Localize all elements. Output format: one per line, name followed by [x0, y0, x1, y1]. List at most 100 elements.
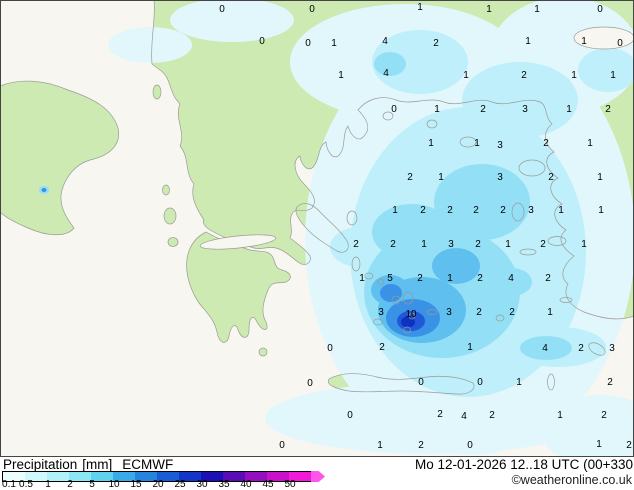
legend-datetime: Mo 12-01-2026 12..18 UTC (00+330 — [414, 457, 633, 472]
grid-value: 2 — [605, 104, 611, 115]
grid-value: 1 — [463, 70, 469, 81]
grid-value: 2 — [379, 342, 385, 353]
grid-value: 1 — [534, 4, 540, 15]
land-peloponnese — [186, 232, 291, 343]
scale-segment — [25, 472, 47, 481]
grid-value: 1 — [486, 4, 492, 15]
grid-value: 2 — [509, 307, 515, 318]
scale-label: 25 — [174, 479, 186, 490]
scale-segment — [113, 472, 135, 481]
grid-value: 3 — [378, 307, 384, 318]
grid-value: 2 — [480, 104, 486, 115]
legend-copyright: ©weatheronline.co.uk — [511, 473, 632, 487]
grid-value: 2 — [578, 343, 584, 354]
grid-value: 1 — [359, 273, 365, 284]
grid-value: 0 — [597, 4, 603, 15]
grid-value: 1 — [516, 377, 522, 388]
legend-unit: [mm] — [82, 457, 113, 472]
scale-label: 1 — [45, 479, 51, 490]
grid-value: 1 — [417, 2, 423, 13]
grid-value: 0 — [305, 38, 311, 49]
scale-label: 45 — [262, 479, 274, 490]
grid-value: 2 — [543, 138, 549, 149]
grid-value: 2 — [521, 70, 527, 81]
legend-left: Precipitation [mm] ECMWF — [3, 457, 173, 472]
grid-value: 1 — [581, 239, 587, 250]
grid-value: 1 — [596, 439, 602, 450]
grid-value: 1 — [338, 70, 344, 81]
scale-segment — [179, 472, 201, 481]
grid-value: 1 — [547, 307, 553, 318]
scale-segment — [47, 472, 69, 481]
grid-value: 1 — [434, 104, 440, 115]
grid-value: 1 — [525, 36, 531, 47]
grid-value: 2 — [417, 273, 423, 284]
grid-value: 1 — [421, 239, 427, 250]
grid-value: 0 — [279, 440, 285, 451]
grid-value: 1 — [571, 70, 577, 81]
scale-segment — [69, 472, 91, 481]
grid-value: 1 — [428, 138, 434, 149]
grid-value: 2 — [353, 239, 359, 250]
grid-value: 2 — [626, 440, 632, 451]
grid-value: 1 — [558, 205, 564, 216]
grid-value: 3 — [497, 140, 503, 151]
grid-value: 2 — [390, 239, 396, 250]
grid-value: 3 — [528, 205, 534, 216]
legend-bar: Precipitation [mm] ECMWF Mo 12-01-2026 12.… — [0, 457, 634, 490]
grid-value: 2 — [601, 410, 607, 421]
scale-label: 10 — [108, 479, 120, 490]
grid-value: 4 — [382, 36, 388, 47]
legend-model: ECMWF — [122, 457, 174, 472]
scale-label: 50 — [284, 479, 296, 490]
land-italy — [0, 81, 119, 235]
grid-value: 3 — [446, 307, 452, 318]
grid-value: 1 — [467, 342, 473, 353]
grid-value: 3 — [497, 172, 503, 183]
scale-segment — [267, 472, 289, 481]
grid-value: 1 — [557, 410, 563, 421]
grid-value: 1 — [597, 172, 603, 183]
grid-value: 2 — [545, 273, 551, 284]
grid-value: 0 — [347, 410, 353, 421]
grid-value: 2 — [607, 377, 613, 388]
grid-value: 10 — [405, 309, 417, 320]
grid-value: 0 — [309, 4, 315, 15]
scale-segment — [3, 472, 25, 481]
grid-value: 1 — [587, 138, 593, 149]
grid-value: 1 — [447, 273, 453, 284]
scale-label: 5 — [89, 479, 95, 490]
grid-values: 0 0 1 1 1 00 0 1 4 2 1 1 01 4 1 2 1 10 1 2 3 1 21 1 3 2 12 1 3 2 11 2 2 2… — [219, 2, 632, 451]
grid-value: 4 — [461, 411, 467, 422]
scale-segment — [135, 472, 157, 481]
grid-value: 0 — [219, 4, 225, 15]
grid-value: 1 — [474, 138, 480, 149]
weather-map: 0 0 1 1 1 00 0 1 4 2 1 1 01 4 1 2 1 10 1 2 3 1 21 1 3 2 12 1 3 2 11 2 2 2… — [0, 0, 634, 457]
grid-value: 1 — [505, 239, 511, 250]
grid-value: 1 — [598, 205, 604, 216]
scale-segment — [289, 472, 311, 481]
color-scale — [2, 471, 312, 482]
grid-value: 2 — [477, 273, 483, 284]
grid-value: 1 — [581, 36, 587, 47]
scale-label: 20 — [152, 479, 164, 490]
grid-value: 2 — [500, 205, 506, 216]
grid-value: 2 — [475, 239, 481, 250]
scale-label: 0.5 — [19, 479, 33, 490]
scale-segment — [201, 472, 223, 481]
grid-value: 2 — [447, 205, 453, 216]
scale-label: 15 — [130, 479, 142, 490]
grid-value: 2 — [476, 307, 482, 318]
scale-label: 40 — [240, 479, 252, 490]
grid-value: 5 — [387, 273, 393, 284]
grid-value: 0 — [418, 377, 424, 388]
scale-segment — [157, 472, 179, 481]
grid-value: 1 — [392, 205, 398, 216]
grid-value: 0 — [307, 378, 313, 389]
grid-value: 0 — [477, 377, 483, 388]
grid-value: 4 — [508, 273, 514, 284]
grid-value: 3 — [522, 104, 528, 115]
scale-label: 30 — [196, 479, 208, 490]
grid-value: 1 — [331, 38, 337, 49]
